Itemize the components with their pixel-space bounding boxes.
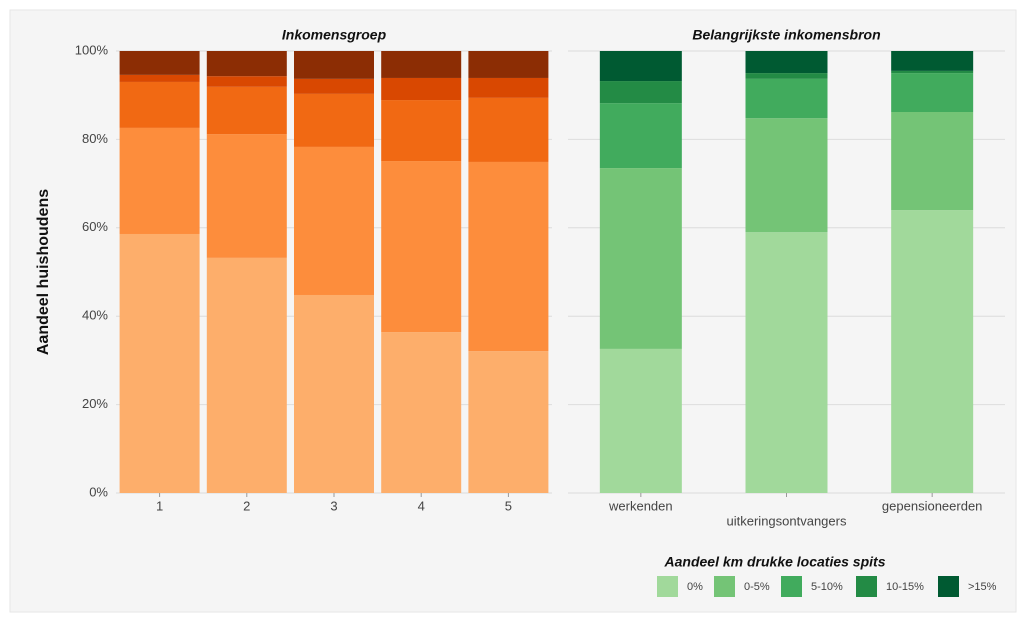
bar-segment [599,103,682,169]
y-tick-label: 0% [89,484,108,499]
bar-segment [294,93,374,147]
bar-segment [599,348,682,493]
bar-segment [468,351,549,493]
bar-segment [119,51,200,75]
bar-segment [599,168,682,349]
bar-segment [381,51,462,78]
bar-segment [294,51,374,79]
legend-key [781,576,802,597]
bar-segment [381,100,462,162]
bar-segment [381,161,462,333]
bar-segment [468,161,549,352]
bar-segment [119,233,200,493]
bar-segment [381,77,462,101]
bar-segment [206,76,287,87]
legend-key [714,576,735,597]
bar-segment [891,111,974,211]
bar-segment [119,81,200,128]
panel-title: Belangrijkste inkomensbron [692,27,880,43]
bar-segment [599,51,682,82]
bar-segment [745,51,828,74]
bar-segment [891,51,974,71]
bar-segment [468,51,549,78]
x-tick-label: 1 [156,498,163,513]
legend-label: 0% [687,581,703,593]
bar-segment [468,97,549,162]
y-tick-label: 60% [82,219,108,234]
x-tick-label: 3 [330,498,337,513]
bar-segment [745,232,828,493]
legend-title: Aandeel km drukke locaties spits [664,554,886,570]
bar-segment [745,78,828,119]
legend-label: 5-10% [811,581,843,593]
legend-label: >15% [968,581,997,593]
bar-segment [206,51,287,77]
legend-key [938,576,959,597]
x-tick-label: gepensioneerden [882,498,982,513]
bar-segment [294,294,374,493]
x-tick-label: 2 [243,498,250,513]
bar-segment [206,257,287,493]
y-tick-label: 100% [75,42,109,57]
bar-segment [468,77,549,98]
y-axis-title: Aandeel huishoudens [35,189,52,355]
bar-segment [891,70,974,74]
bar-segment [119,127,200,234]
y-tick-label: 40% [82,308,108,323]
y-tick-label: 80% [82,131,108,146]
legend-label: 0-5% [744,581,770,593]
legend-label: 10-15% [886,581,924,593]
bar-segment [891,73,974,112]
bar-segment [206,86,287,135]
x-tick-label: uitkeringsontvangers [727,513,847,528]
bar-segment [745,118,828,233]
bar-segment [294,78,374,94]
x-tick-label: 5 [505,498,512,513]
panel-title: Inkomensgroep [282,27,387,43]
bar-segment [599,81,682,104]
bar-segment [745,73,828,79]
bar-segment [206,134,287,258]
bar-segment [381,332,462,493]
x-tick-label: werkenden [608,498,673,513]
bar-segment [891,210,974,493]
legend-key [657,576,678,597]
x-tick-label: 4 [418,498,425,513]
bar-segment [119,74,200,82]
y-tick-label: 20% [82,396,108,411]
bar-segment [294,146,374,295]
legend-key [856,576,877,597]
